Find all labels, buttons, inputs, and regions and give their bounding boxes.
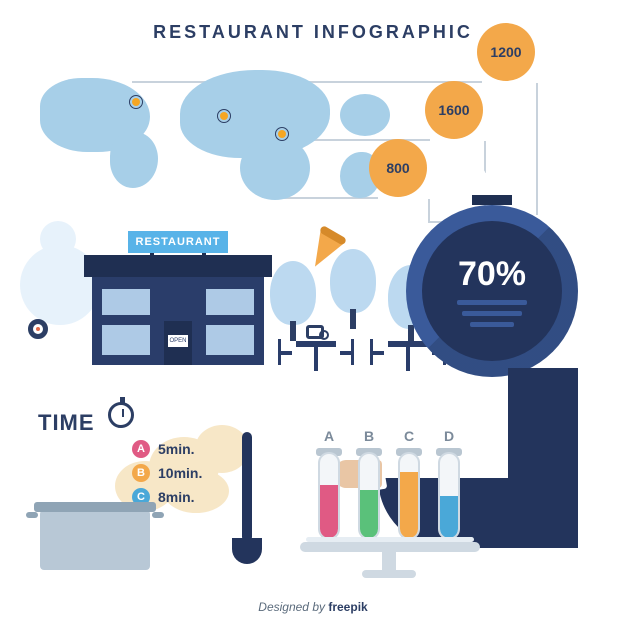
world-map	[40, 60, 400, 210]
credit-line: Designed by freepik	[0, 600, 626, 614]
tube	[358, 452, 380, 540]
percent-badge: 70%	[406, 205, 578, 377]
mug-icon	[306, 325, 324, 339]
pot-icon	[40, 510, 150, 570]
percent-value: 70%	[458, 255, 526, 294]
tray-icon	[300, 542, 480, 552]
tube-label: A	[316, 428, 342, 444]
chef-hat-icon	[472, 173, 512, 209]
tube-label: C	[396, 428, 422, 444]
stat-circle: 1600	[425, 81, 483, 139]
stat-circle: 1200	[477, 23, 535, 81]
restaurant-building: RESTAURANT OPEN	[92, 255, 264, 365]
time-row: A5min.	[132, 440, 195, 458]
time-heading: TIME	[38, 410, 95, 436]
infographic-canvas: RESTAURANT INFOGRAPHIC 12001600800 RESTA…	[0, 0, 626, 626]
arm	[508, 368, 578, 548]
restaurant-scene: RESTAURANT OPEN	[30, 225, 470, 395]
tube	[318, 452, 340, 540]
open-sign: OPEN	[168, 335, 188, 347]
tube-label: B	[356, 428, 382, 444]
sushi-icon	[28, 319, 48, 339]
ladle-icon	[242, 432, 252, 542]
tube-label: D	[436, 428, 462, 444]
restaurant-sign: RESTAURANT	[128, 231, 228, 253]
stat-circle: 800	[369, 139, 427, 197]
tube	[398, 452, 420, 540]
tube	[438, 452, 460, 540]
time-row: B10min.	[132, 464, 202, 482]
